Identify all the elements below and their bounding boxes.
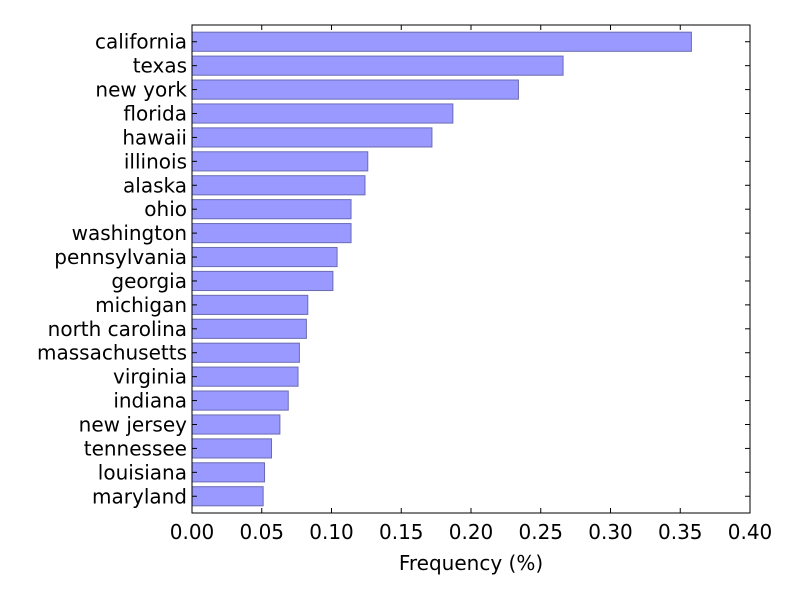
x-tick-label: 0.15	[379, 520, 424, 544]
category-label: virginia	[113, 365, 187, 389]
category-label: ohio	[144, 197, 187, 221]
bars-group	[191, 31, 692, 507]
category-label: tennessee	[84, 436, 187, 460]
bar-massachusetts	[191, 342, 300, 363]
bar-maryland	[191, 486, 264, 507]
bar-michigan	[191, 294, 309, 315]
bar-hawaii	[191, 127, 433, 148]
category-label: texas	[133, 54, 187, 78]
x-tick-labels: 0.00 0.05 0.10 0.15 0.20 0.25 0.30 0.35 0.40	[170, 520, 773, 544]
category-label: maryland	[92, 484, 187, 508]
category-label: massachusetts	[37, 341, 187, 365]
x-tick-label: 0.10	[309, 520, 354, 544]
bar-virginia	[191, 366, 299, 387]
category-label: north carolina	[48, 317, 187, 341]
plot-frame	[191, 24, 751, 514]
x-tick-label: 0.40	[728, 520, 773, 544]
x-tick-label: 0.35	[658, 520, 703, 544]
bar-new-york	[191, 79, 519, 100]
category-label: washington	[72, 221, 187, 245]
x-tick-label: 0.20	[449, 520, 494, 544]
x-tick-label: 0.25	[518, 520, 563, 544]
bar-alaska	[191, 175, 366, 196]
bar-north-carolina	[191, 318, 307, 339]
category-label: louisiana	[98, 460, 187, 484]
bar-indiana	[191, 390, 289, 411]
category-label: california	[95, 30, 187, 54]
bar-florida	[191, 103, 454, 124]
category-label: new york	[95, 78, 187, 102]
x-tick-label: 0.00	[170, 520, 215, 544]
category-label: georgia	[111, 269, 187, 293]
bar-california	[191, 31, 692, 52]
bar-new-jersey	[191, 414, 281, 435]
bar-tennessee	[191, 438, 273, 459]
category-label: hawaii	[122, 125, 187, 149]
x-tick-label: 0.30	[588, 520, 633, 544]
ticks-group	[191, 25, 751, 513]
bar-texas	[191, 55, 564, 76]
bar-louisiana	[191, 462, 266, 483]
category-label: michigan	[95, 293, 187, 317]
category-label: illinois	[124, 149, 187, 173]
category-label: pennsylvania	[54, 245, 187, 269]
bar-georgia	[191, 270, 334, 292]
bar-ohio	[191, 199, 352, 220]
category-label: new jersey	[79, 412, 188, 436]
bar-pennsylvania	[191, 246, 338, 268]
x-tick-label: 0.05	[239, 520, 284, 544]
bar-washington	[191, 223, 352, 244]
category-label: indiana	[113, 389, 187, 413]
x-axis-title: Frequency (%)	[399, 551, 543, 575]
bar-illinois	[191, 151, 369, 172]
category-label: florida	[123, 102, 187, 126]
category-label: alaska	[123, 173, 187, 197]
